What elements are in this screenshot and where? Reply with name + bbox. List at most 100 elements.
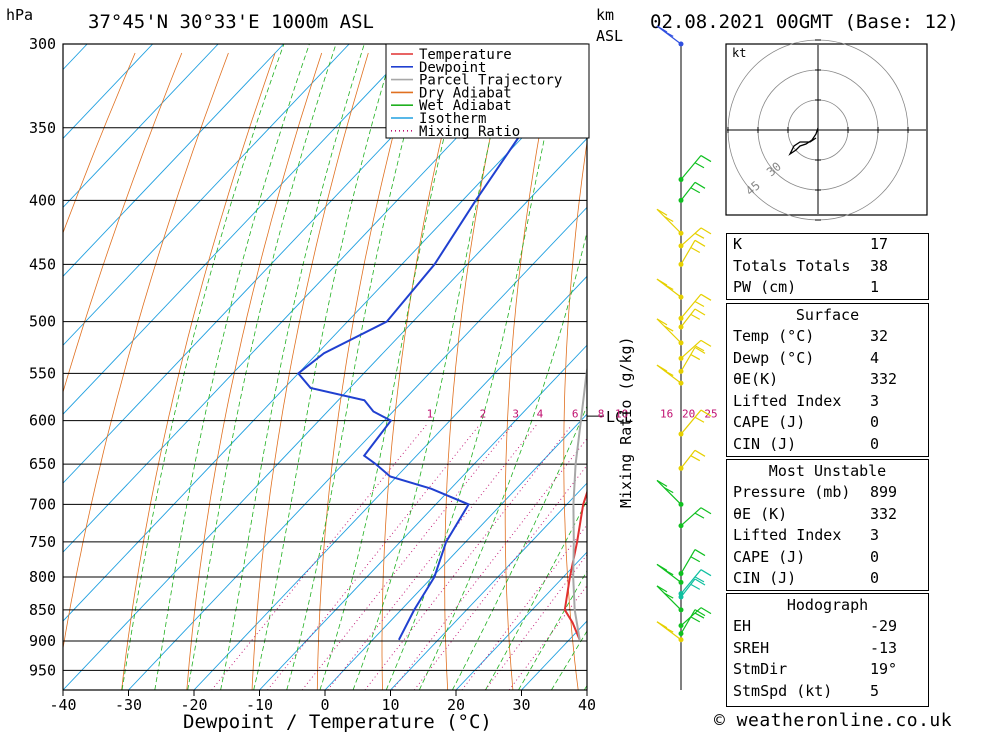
stat-value: 1	[870, 278, 880, 297]
stat-label: K	[733, 235, 743, 253]
stat-label: PW (cm)	[733, 278, 797, 297]
mixing-ratio-value-label: 8	[598, 408, 605, 421]
pressure-tick-label: 300	[29, 35, 56, 53]
site-credit[interactable]: © weatheronline.co.uk	[714, 710, 953, 731]
stat-label: StmSpd (kt)	[733, 681, 833, 700]
stat-value: 4	[870, 348, 880, 367]
stat-row: Totals Totals 38	[727, 256, 928, 278]
stat-row: Dewp (°C) 4	[727, 348, 928, 370]
isotherm-line	[63, 44, 481, 484]
isotherm-line	[259, 344, 587, 690]
stat-row: StmSpd (kt) 5	[727, 681, 928, 703]
temperature-tick-label: -30	[115, 696, 142, 714]
hodograph-trace	[788, 127, 819, 156]
stat-row: Pressure (mb) 899	[727, 482, 928, 504]
pressure-tick-label: 950	[29, 661, 56, 679]
mixing-ratio-line	[364, 424, 572, 690]
stat-row: StmDir 19°	[727, 659, 928, 681]
temperature-tick-label: 10	[381, 696, 399, 714]
stat-label: Pressure (mb)	[733, 483, 851, 501]
dry-adiabat-line	[186, 52, 323, 690]
legend-entry: Parcel Trajectory	[419, 73, 562, 89]
wind-barb	[656, 25, 684, 47]
location-title: 37°45'N 30°33'E 1000m ASL	[88, 11, 374, 33]
wet-adiabat-line	[352, 44, 512, 690]
stat-label: θE(K)	[733, 370, 779, 389]
stat-value: 0	[870, 413, 880, 432]
pressure-tick-label: 600	[29, 412, 56, 430]
isotherm-line	[324, 413, 587, 690]
stat-row: EH -29	[727, 616, 928, 638]
stat-value: 3	[870, 526, 880, 545]
isotherm-line	[63, 44, 285, 277]
legend-entry: Isotherm	[419, 111, 486, 127]
dry-adiabat-line	[63, 52, 183, 394]
x-axis-title: Dewpoint / Temperature (°C)	[183, 711, 492, 733]
stat-label: EH	[733, 617, 752, 635]
stat-label: Lifted Index	[733, 526, 842, 545]
stat-value: 3	[870, 391, 880, 410]
pressure-tick-label: 350	[29, 119, 56, 137]
legend-entry: Wet Adiabat	[419, 98, 512, 114]
temperature-tick-label: 30	[512, 696, 530, 714]
indices-panel: K 17 Totals Totals 38 PW (cm) 1	[726, 233, 929, 300]
pressure-tick-label: 700	[29, 495, 56, 513]
wet-adiabat-line	[418, 230, 587, 690]
mixing-ratio-labels: 1 2 3 4 6 8 10 16 20 25	[427, 408, 718, 421]
stat-value: -29	[870, 617, 898, 635]
temperature-tick-label: -40	[49, 696, 76, 714]
wet-adiabat-line	[385, 44, 565, 690]
mixing-ratio-value-label: 1	[427, 408, 434, 421]
stat-value: 899	[870, 483, 898, 501]
isotherm-line	[128, 206, 587, 690]
temperature-tick-label: 0	[320, 696, 329, 714]
temperature-tick-label: 40	[578, 696, 596, 714]
most-unstable-panel: Most Unstable Pressure (mb) 899 θE (K) 332 L…	[726, 459, 929, 591]
wet-adiabat-line	[452, 405, 587, 690]
mixing-ratio-axis-title: Mixing Ratio (g/kg)	[617, 336, 635, 508]
stat-row: Temp (°C) 32	[727, 326, 928, 348]
wind-barb	[678, 227, 712, 249]
stat-value: 0	[870, 434, 880, 453]
stat-value: 19°	[870, 660, 898, 679]
pressure-tick-label: 650	[29, 455, 56, 473]
isotherm-line	[193, 275, 587, 690]
isotherm-line	[63, 44, 547, 553]
wind-barb	[678, 609, 706, 637]
surface-panel: Surface Temp (°C) 32 Dewp (°C) 4 θE(K) 332 Lif…	[726, 303, 929, 457]
lcl-label: LCL	[606, 408, 633, 426]
mixing-ratio-value-label: 16	[660, 408, 673, 421]
dry-adiabat-line	[121, 52, 276, 690]
mixing-ratio-value-label: 4	[537, 408, 544, 421]
dry-adiabat-line	[928, 53, 1000, 690]
stat-row: CAPE (J) 0	[727, 412, 928, 434]
dewpoint-profile-line	[296, 44, 573, 641]
wind-barb	[678, 549, 706, 577]
stat-row: PW (cm) 1	[727, 277, 928, 299]
pressure-tick-label: 400	[29, 191, 56, 209]
pressure-tick-label: 900	[29, 632, 56, 650]
wind-barb	[678, 181, 706, 203]
wet-adiabat-line	[319, 44, 468, 690]
isotherm-line	[63, 44, 219, 209]
pressure-tick-label: 550	[29, 364, 56, 382]
legend-entry: Mixing Ratio	[419, 124, 520, 140]
isotherm-line	[63, 137, 587, 690]
wind-barb	[678, 308, 706, 330]
wind-barb	[656, 278, 684, 300]
wind-barb	[678, 239, 706, 267]
wind-barb	[678, 409, 712, 437]
stat-row: CIN (J) 0	[727, 568, 928, 590]
dry-adiabat-line	[316, 52, 416, 690]
wind-barb	[678, 346, 706, 374]
surface-title: Surface	[795, 306, 860, 324]
stat-row: θE (K) 332	[727, 504, 928, 526]
stat-row: K 17	[727, 234, 928, 256]
wind-barb	[656, 563, 684, 585]
stat-value: 332	[870, 370, 898, 389]
asl-label: ASL	[596, 27, 623, 45]
mixing-ratio-value-label: 20	[682, 408, 695, 421]
